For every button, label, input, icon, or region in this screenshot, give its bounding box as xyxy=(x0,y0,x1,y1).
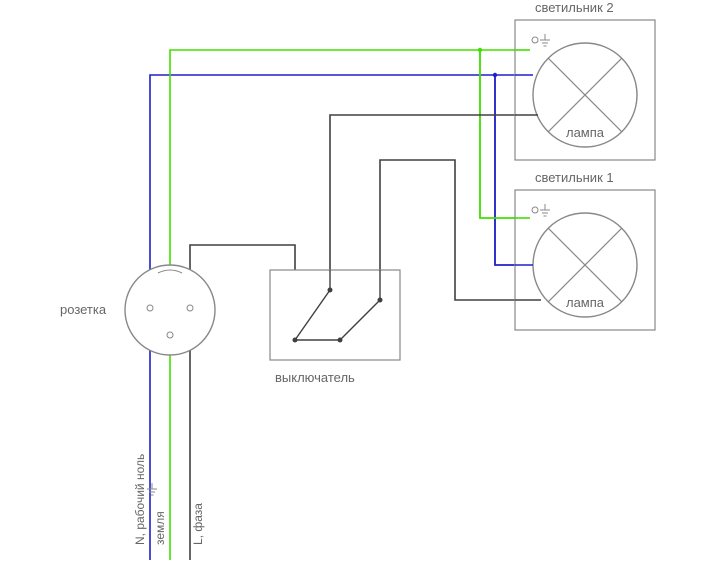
lamp-text-1: лампа xyxy=(566,295,605,310)
socket xyxy=(125,265,215,355)
lamp-title-1: светильник 1 xyxy=(535,170,614,185)
supply-earth-label: земля xyxy=(153,511,167,545)
supply-live-label: L, фаза xyxy=(191,503,205,545)
lamp-text-2: лампа xyxy=(566,125,605,140)
switch-label: выключатель xyxy=(275,370,355,385)
switch xyxy=(270,270,400,360)
lamp-title-2: светильник 2 xyxy=(535,0,614,15)
earth-symbol xyxy=(147,483,157,495)
supply-neutral-label: N, рабочий ноль xyxy=(133,454,147,545)
socket-label: розетка xyxy=(60,302,107,317)
